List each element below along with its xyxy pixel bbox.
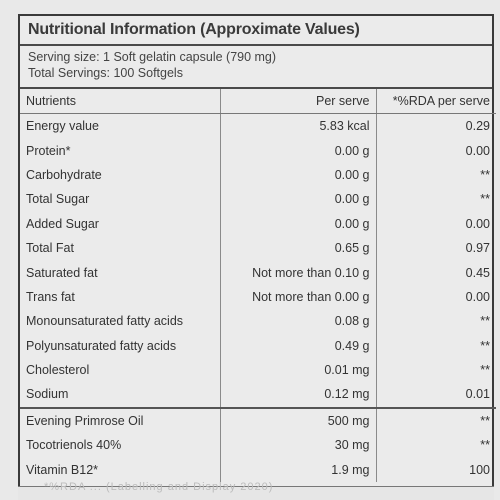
rda-value: 0.01 (375, 382, 496, 408)
panel-title: Nutritional Information (Approximate Val… (20, 16, 492, 46)
footnote-text: *%RDA ... (Labelling and Display 2020) (44, 481, 274, 493)
header-rda: *%RDA per serve (375, 89, 496, 114)
per-serve-value: 30 mg (219, 433, 376, 458)
rda-value: ** (375, 406, 496, 434)
nutrient-name: Monounsaturated fatty acids (26, 314, 184, 329)
nutrient-name: Total Sugar (26, 192, 90, 207)
table-row: Total Fat 0.65 g 0.97 (20, 235, 496, 261)
table-row: Carbohydrate 0.00 g ** (20, 162, 496, 188)
rda-value: 0.00 (375, 211, 496, 236)
table-row: Saturated fat Not more than 0.10 g 0.45 (20, 260, 496, 285)
per-serve-value: 0.08 g (219, 309, 376, 334)
per-serve-value: 0.01 mg (219, 357, 376, 383)
table-row: Trans fat Not more than 0.00 g 0.00 (20, 284, 496, 310)
rda-value: 0.00 (375, 138, 496, 163)
table-row: Polyunsaturated fatty acids 0.49 g ** (20, 333, 496, 358)
table-row: Vitamin B12* 1.9 mg 100 (20, 457, 496, 482)
table-row: Sodium 0.12 mg 0.01 (20, 382, 496, 408)
table-row: Energy value 5.83 kcal 0.29 (20, 113, 496, 139)
rda-value: ** (375, 333, 496, 358)
per-serve-value: 0.49 g (219, 333, 376, 358)
rda-value: 0.29 (375, 113, 496, 139)
rda-value: 0.00 (375, 284, 496, 310)
nutrient-name: Saturated fat (26, 265, 98, 280)
nutrient-name: Sodium (26, 387, 69, 402)
nutrient-name: Trans fat (26, 289, 75, 304)
cutoff-footnote: *%RDA ... (Labelling and Display 2020) (18, 481, 494, 500)
table-row: Cholesterol 0.01 mg ** (20, 357, 496, 383)
nutrient-name: Carbohydrate (26, 167, 102, 182)
rda-value: ** (375, 162, 496, 188)
nutrient-name: Energy value (26, 119, 99, 134)
table-row: Total Sugar 0.00 g ** (20, 187, 496, 212)
per-serve-value: 0.00 g (219, 162, 376, 188)
nutrition-panel: Nutritional Information (Approximate Val… (18, 14, 496, 496)
table-row: Tocotrienols 40% 30 mg ** (20, 433, 496, 458)
nutrition-table: Nutrients Per serve *%RDA per serve Ener… (20, 89, 496, 482)
per-serve-value: 5.83 kcal (219, 113, 376, 139)
per-serve-value: 0.12 mg (219, 382, 376, 408)
serving-info: Serving size: 1 Soft gelatin capsule (79… (20, 46, 492, 89)
table-row: Monounsaturated fatty acids 0.08 g ** (20, 309, 496, 334)
rda-value: 0.45 (375, 260, 496, 285)
nutrient-name: Added Sugar (26, 216, 99, 231)
nutrient-name: Cholesterol (26, 363, 90, 378)
table-row: Evening Primrose Oil 500 mg ** (20, 406, 496, 434)
nutrient-name: Vitamin B12* (26, 462, 99, 477)
nutrient-name: Total Fat (26, 241, 74, 256)
per-serve-value: 500 mg (219, 406, 376, 434)
per-serve-value: 0.00 g (219, 187, 376, 212)
rda-value: 100 (375, 457, 496, 482)
header-per-serve: Per serve (219, 89, 376, 114)
rda-value: 0.97 (375, 235, 496, 261)
per-serve-value: Not more than 0.00 g (219, 284, 376, 310)
nutrient-name: Polyunsaturated fatty acids (26, 338, 177, 353)
rda-value: ** (375, 309, 496, 334)
header-nutrients: Nutrients (20, 89, 220, 114)
per-serve-value: 0.00 g (219, 138, 376, 163)
rda-value: ** (375, 187, 496, 212)
table-row: Protein* 0.00 g 0.00 (20, 138, 496, 163)
nutrient-name: Protein* (26, 143, 71, 158)
table-header-row: Nutrients Per serve *%RDA per serve (20, 89, 496, 114)
per-serve-value: 1.9 mg (219, 457, 376, 482)
nutrient-name: Tocotrienols 40% (26, 438, 122, 453)
table-row: Added Sugar 0.00 g 0.00 (20, 211, 496, 236)
serving-size: Serving size: 1 Soft gelatin capsule (79… (28, 50, 277, 64)
per-serve-value: 0.00 g (219, 211, 376, 236)
per-serve-value: Not more than 0.10 g (219, 260, 376, 285)
nutrient-name: Evening Primrose Oil (20, 406, 220, 434)
rda-value: ** (375, 357, 496, 383)
per-serve-value: 0.65 g (219, 235, 376, 261)
rda-value: ** (375, 433, 496, 458)
total-servings: Total Servings: 100 Softgels (28, 66, 183, 80)
